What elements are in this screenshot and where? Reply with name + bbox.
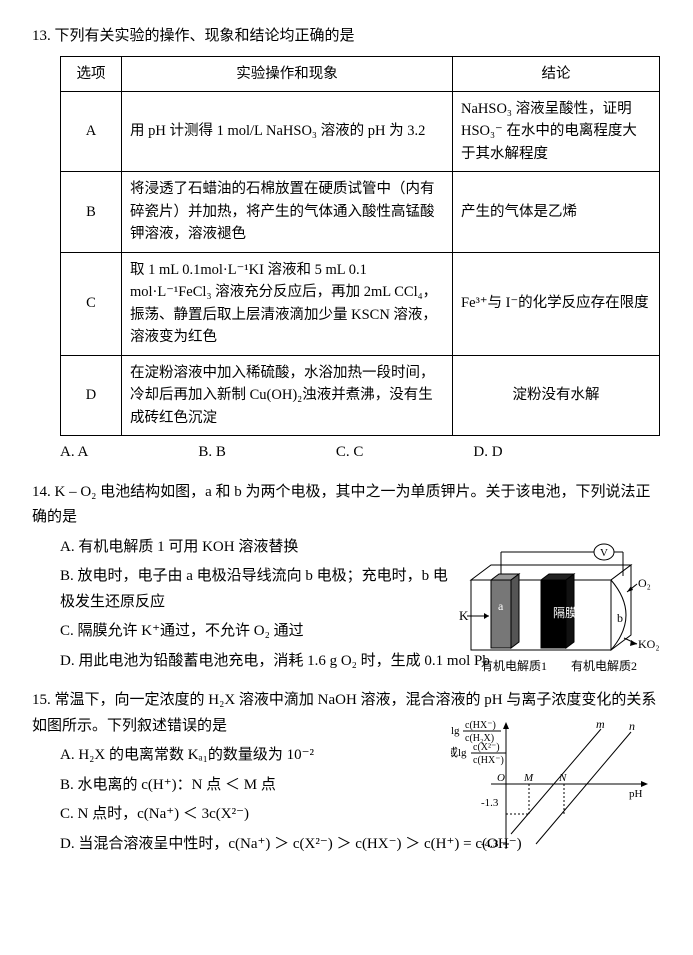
conclusion-cell: 淀粉没有水解: [453, 355, 660, 435]
operation-cell: 在淀粉溶液中加入稀硫酸，水浴加热一段时间，冷却后再加入新制 Cu(OH)₂浊液并…: [122, 355, 453, 435]
a-label: a: [498, 599, 504, 613]
table-row: D 在淀粉溶液中加入稀硫酸，水浴加热一段时间，冷却后再加入新制 Cu(OH)₂浊…: [61, 355, 660, 435]
option-c: C. N 点时，c(Na⁺) ＜ 3c(X²⁻): [60, 802, 460, 828]
b-label: b: [617, 611, 623, 625]
option-b: B. 放电时，电子由 a 电极沿导线流向 b 电极；充电时，b 电极发生还原反应: [60, 564, 460, 615]
ph-graph: m n M N O pH -1.3 -4.3 lg c(HX⁻) c(H₂X) …: [451, 714, 651, 864]
q13-number: 13.: [32, 28, 51, 44]
table-row: A 用 pH 计测得 1 mol/L NaHSO₃ 溶液的 pH 为 3.2 N…: [61, 91, 660, 171]
operation-cell: 取 1 mL 0.1mol·L⁻¹KI 溶液和 5 mL 0.1 mol·L⁻¹…: [122, 252, 453, 355]
col-header: 选项: [61, 56, 122, 91]
q13-stem: 下列有关实验的操作、现象和结论均正确的是: [55, 28, 355, 44]
question-15: 15. 常温下，向一定浓度的 H₂X 溶液中滴加 NaOH 溶液，混合溶液的 p…: [32, 688, 661, 857]
conclusion-cell: NaHSO₃ 溶液呈酸性，证明 HSO₃⁻ 在水中的电离程度大于其水解程度: [453, 91, 660, 171]
ylab-num2: c(X²⁻): [473, 742, 500, 753]
voltmeter-label: V: [600, 547, 608, 559]
table-row: C 取 1 mL 0.1mol·L⁻¹KI 溶液和 5 mL 0.1 mol·L…: [61, 252, 660, 355]
electrolyte2-label: 有机电解质2: [571, 659, 637, 673]
ko2-label: KO₂: [638, 637, 660, 651]
line-m-label: m: [596, 717, 605, 731]
option-a: A. H₂X 的电离常数 Kₐ₁的数量级为 10⁻²: [60, 743, 460, 769]
q14-stem-block: 14. K – O₂ 电池结构如图，a 和 b 为两个电极，其中之一为单质钾片。…: [32, 480, 661, 531]
opt-cell: C: [61, 252, 122, 355]
question-14: 14. K – O₂ 电池结构如图，a 和 b 为两个电极，其中之一为单质钾片。…: [32, 480, 661, 675]
conclusion-cell: 产生的气体是乙烯: [453, 172, 660, 252]
o2-label: O₂: [638, 576, 651, 590]
operation-cell: 将浸透了石蜡油的石棉放置在硬质试管中（内有碎瓷片）并加热，将产生的气体通入酸性高…: [122, 172, 453, 252]
answer-choice: B. B: [198, 440, 226, 466]
option-a: A. 有机电解质 1 可用 KOH 溶液替换: [60, 535, 460, 561]
origin-label: O: [497, 772, 505, 784]
ylab-lg1: lg: [451, 725, 460, 737]
answer-choice: D. D: [473, 440, 502, 466]
q15-number: 15.: [32, 692, 51, 708]
x-axis-label: pH: [629, 788, 643, 800]
option-b: B. 水电离的 c(H⁺)：N 点 ＜ M 点: [60, 773, 460, 799]
opt-cell: D: [61, 355, 122, 435]
col-header: 实验操作和现象: [122, 56, 453, 91]
m-point-label: M: [523, 772, 534, 784]
ylab-lg2: 或lg: [451, 746, 467, 759]
answer-choice: A. A: [60, 440, 88, 466]
electrolyte1-label: 有机电解质1: [481, 659, 547, 673]
answer-choice: C. C: [336, 440, 364, 466]
q14-stem: K – O₂ 电池结构如图，a 和 b 为两个电极，其中之一为单质钾片。关于该电…: [32, 484, 651, 526]
q13-table: 选项 实验操作和现象 结论 A 用 pH 计测得 1 mol/L NaHSO₃ …: [60, 56, 660, 437]
conclusion-cell: Fe³⁺与 I⁻的化学反应存在限度: [453, 252, 660, 355]
table-header-row: 选项 实验操作和现象 结论: [61, 56, 660, 91]
q14-number: 14.: [32, 484, 51, 500]
membrane-label: 隔膜: [553, 606, 577, 620]
line-n-label: n: [629, 719, 635, 733]
battery-diagram: V K a 隔膜 b O₂ KO₂ 有机电解质1 有机电解质2: [441, 530, 661, 690]
col-header: 结论: [453, 56, 660, 91]
n-point-label: N: [558, 772, 567, 784]
q13-answers: A. A B. B C. C D. D: [60, 440, 661, 466]
y-tick-2: -4.3: [481, 838, 499, 850]
ylab-num1: c(HX⁻): [465, 720, 496, 731]
table-row: B 将浸透了石蜡油的石棉放置在硬质试管中（内有碎瓷片）并加热，将产生的气体通入酸…: [61, 172, 660, 252]
y-tick-1: -1.3: [481, 797, 499, 809]
operation-cell: 用 pH 计测得 1 mol/L NaHSO₃ 溶液的 pH 为 3.2: [122, 91, 453, 171]
ylab-den2: c(HX⁻): [473, 755, 504, 766]
opt-cell: B: [61, 172, 122, 252]
question-13: 13. 下列有关实验的操作、现象和结论均正确的是 选项 实验操作和现象 结论 A…: [32, 24, 661, 466]
opt-cell: A: [61, 91, 122, 171]
